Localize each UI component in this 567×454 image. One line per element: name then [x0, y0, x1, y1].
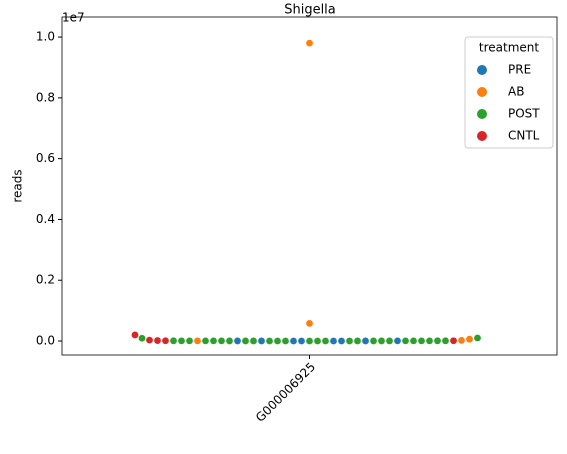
swarm-point [434, 337, 441, 345]
y-tick-label: 0.0 [36, 334, 55, 348]
swarm-point [290, 337, 297, 345]
swarm-point [306, 319, 313, 327]
legend-label: AB [508, 85, 524, 99]
swarm-point [458, 337, 465, 344]
swarm-point [202, 337, 209, 345]
swarm-point [138, 334, 146, 342]
swarm-point [386, 337, 393, 345]
legend-box [464, 36, 554, 149]
swarm-point [282, 337, 289, 345]
swarm-point [226, 337, 233, 345]
swarm-point [194, 337, 201, 345]
swarm-point [210, 337, 217, 345]
swarm-point [186, 337, 193, 345]
swarm-point [218, 337, 225, 345]
swarm-point [418, 337, 425, 345]
swarm-point [314, 337, 321, 345]
swarm-point [354, 337, 361, 345]
swarm-point [370, 337, 377, 345]
legend-title: treatment [479, 41, 539, 55]
swarm-point [466, 335, 473, 343]
swarm-point [250, 337, 257, 345]
swarm-point [330, 337, 337, 345]
y-tick-label: 0.4 [36, 212, 55, 226]
legend-label: PRE [508, 63, 531, 77]
swarm-point [442, 337, 449, 345]
legend-label: CNTL [508, 129, 540, 143]
swarm-point [426, 337, 433, 345]
swarm-point [266, 337, 273, 345]
swarm-point [154, 337, 161, 344]
swarm-point [410, 337, 417, 345]
swarm-point [378, 337, 385, 345]
swarm-point [234, 337, 241, 345]
y-tick-label: 0.2 [36, 273, 55, 287]
swarm-point [258, 337, 265, 345]
swarm-point [298, 337, 305, 345]
swarm-point [306, 39, 313, 47]
swarm-point [322, 337, 329, 345]
y-tick-label: 0.6 [36, 151, 55, 165]
swarm-point [146, 336, 153, 344]
swarm-point [178, 337, 185, 345]
swarm-point [394, 337, 401, 345]
swarm-point [362, 337, 369, 345]
swarm-point [450, 337, 457, 345]
offset-label: 1e7 [62, 11, 85, 25]
swarm-point [306, 337, 313, 345]
chart-title: Shigella [284, 3, 336, 18]
swarm-point [474, 334, 481, 342]
swarm-point [274, 337, 281, 345]
y-tick-label: 0.8 [36, 90, 55, 104]
swarm-point [162, 337, 169, 345]
legend-marker [477, 65, 487, 75]
swarm-point [242, 337, 249, 345]
legend-marker [477, 87, 487, 97]
y-tick-label: 1.0 [36, 30, 55, 44]
legend-marker [477, 109, 487, 119]
swarm-point [131, 331, 139, 339]
swarm-point [402, 337, 409, 345]
swarm-point [170, 337, 177, 345]
swarm-point [338, 337, 345, 345]
legend-marker [477, 131, 487, 141]
x-tick-label: G000006925 [253, 360, 318, 425]
y-axis-label: reads [11, 169, 25, 202]
swarm-point [346, 337, 353, 345]
legend-label: POST [508, 107, 540, 121]
